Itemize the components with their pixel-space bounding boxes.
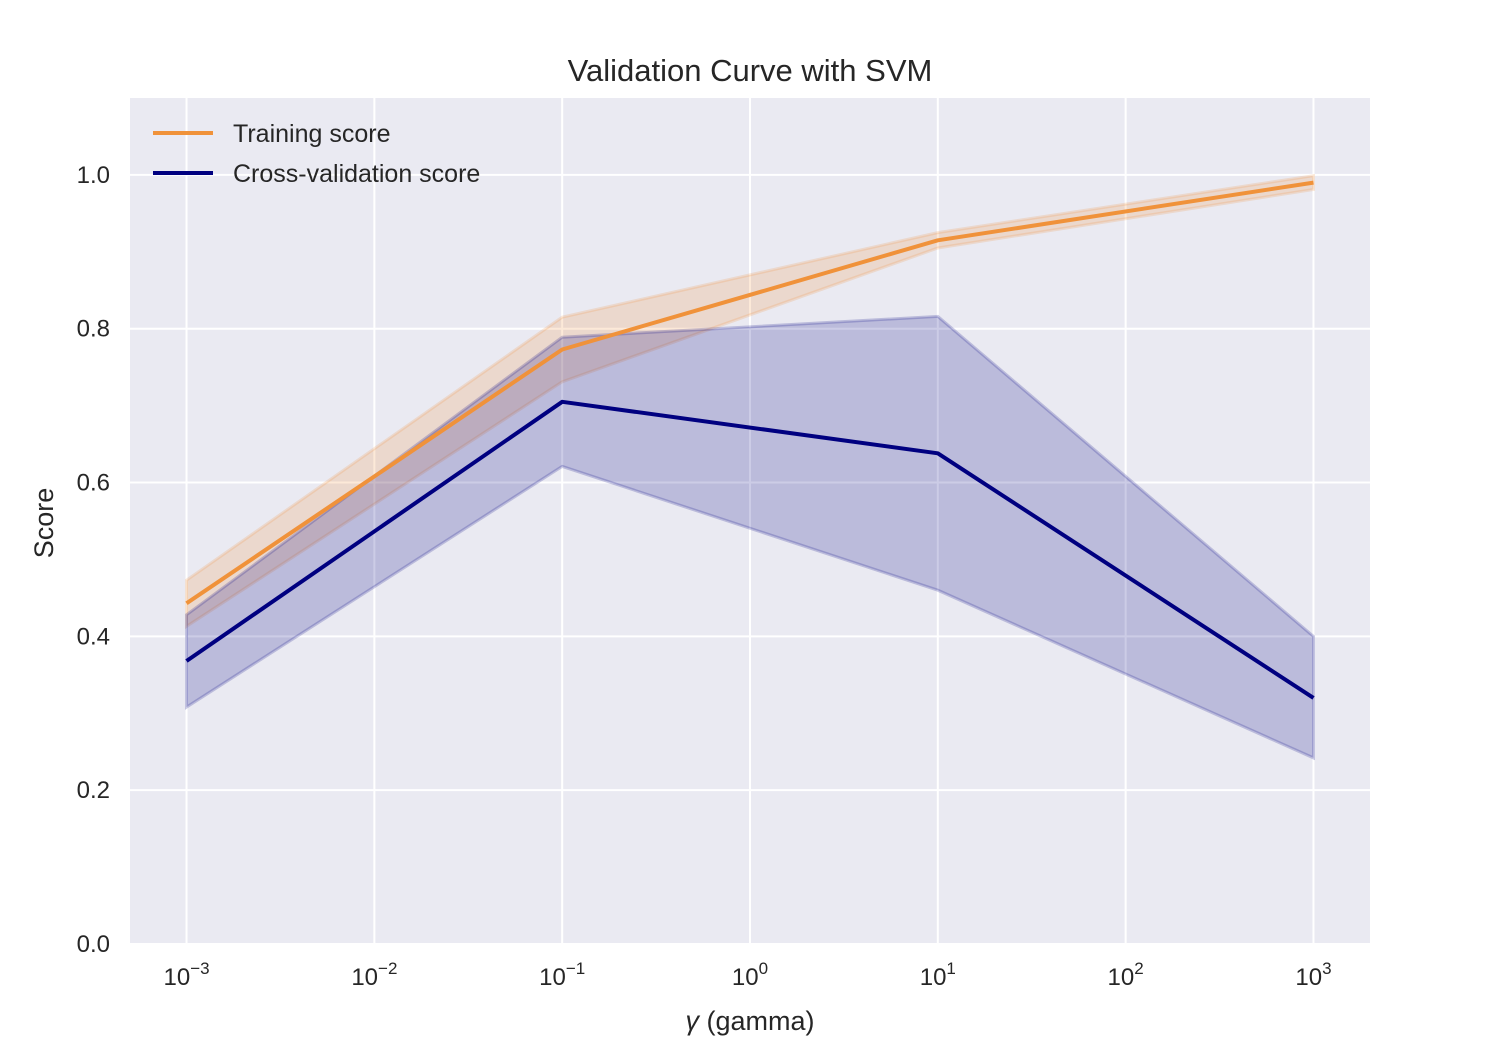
legend-label-training: Training score	[233, 120, 390, 148]
x-tick-base: 10	[163, 964, 190, 991]
grid-lines	[130, 98, 1370, 945]
legend-label-cross-validation: Cross-validation score	[233, 160, 480, 188]
y-tick-label: 0.2	[77, 777, 110, 804]
legend: Training score Cross-validation score	[153, 120, 480, 188]
x-tick-base: 10	[1108, 964, 1135, 991]
x-tick-exponent: 0	[759, 959, 768, 978]
x-tick-exponent: −1	[566, 959, 585, 978]
training-score-line	[185, 180, 1314, 605]
y-axis-ticks: 0.0 0.2 0.4 0.6 0.8 1.0	[77, 162, 110, 958]
x-tick-base: 10	[1295, 964, 1322, 991]
y-tick-label: 0.0	[77, 931, 110, 958]
y-axis-label: Score	[29, 488, 59, 559]
training-score-band	[185, 173, 1315, 630]
x-tick-label: 102	[1108, 959, 1144, 991]
x-tick-label: 103	[1295, 959, 1331, 991]
series-lines	[185, 180, 1315, 700]
x-tick-label: 10−2	[351, 959, 397, 991]
x-tick-label: 10−3	[163, 959, 209, 991]
x-tick-exponent: 3	[1322, 959, 1331, 978]
x-tick-exponent: 1	[946, 959, 955, 978]
x-axis-ticks: 10−3 10−2 10−1 100 101 102 103	[163, 959, 1331, 991]
x-tick-base: 10	[920, 964, 947, 991]
cross-validation-score-line	[185, 399, 1315, 700]
x-tick-label: 10−1	[539, 959, 585, 991]
x-tick-exponent: −3	[190, 959, 209, 978]
x-tick-exponent: 2	[1134, 959, 1143, 978]
x-tick-base: 10	[732, 964, 759, 991]
x-tick-label: 100	[732, 959, 768, 991]
x-tick-base: 10	[351, 964, 378, 991]
confidence-bands	[185, 173, 1315, 761]
x-axis-label: γ (gamma)	[685, 1006, 814, 1036]
x-axis-label-symbol: γ	[685, 1006, 700, 1036]
x-axis-label-text: (gamma)	[699, 1006, 815, 1036]
y-tick-label: 0.4	[77, 623, 110, 650]
x-tick-base: 10	[539, 964, 566, 991]
cross-validation-score-band	[185, 314, 1315, 761]
y-tick-label: 0.8	[77, 316, 110, 343]
y-tick-label: 1.0	[77, 162, 110, 189]
x-tick-label: 101	[920, 959, 956, 991]
chart-title: Validation Curve with SVM	[568, 53, 933, 88]
y-tick-label: 0.6	[77, 470, 110, 497]
x-tick-exponent: −2	[378, 959, 397, 978]
